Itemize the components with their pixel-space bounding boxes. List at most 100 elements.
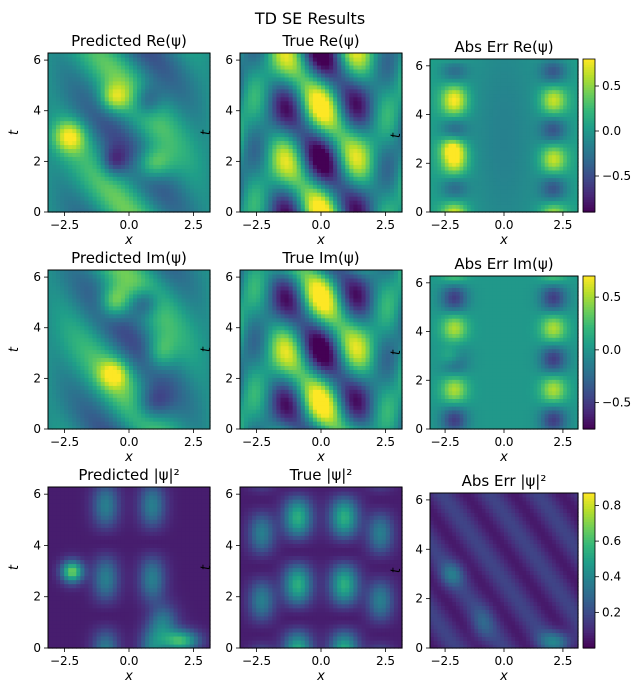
- true-re-cell: [288, 124, 294, 130]
- err-re-cell: [570, 208, 575, 213]
- err-re-cell: [430, 146, 435, 152]
- pred-re-cell: [112, 76, 118, 82]
- err-re-cell: [552, 112, 557, 117]
- true-re-cell: [296, 172, 302, 177]
- pred-re-cell: [52, 136, 57, 142]
- pred-re-cell: [72, 148, 77, 153]
- err-re-cell: [437, 189, 442, 194]
- err-re-cell: [485, 150, 490, 156]
- true-re-cell: [365, 180, 371, 185]
- true-re-cell: [341, 184, 346, 189]
- true-re-cell: [397, 56, 403, 62]
- true-re-cell: [248, 100, 253, 106]
- err-re-cell: [537, 70, 542, 75]
- err-re-cell: [489, 120, 494, 125]
- true-re-cell: [300, 56, 306, 62]
- pred-re-cell: [92, 88, 98, 94]
- pred-re-ytick-label: 4: [33, 104, 41, 118]
- err-re-cell: [489, 74, 494, 79]
- pred-re-cell: [84, 108, 90, 114]
- pred-re-cell: [124, 136, 130, 142]
- err-re-cell: [430, 59, 435, 64]
- true-re-cell: [268, 108, 273, 114]
- true-re-cell: [393, 96, 399, 102]
- true-re-cell: [333, 188, 338, 193]
- pred-re-cell: [145, 88, 150, 94]
- err-re-cell: [467, 192, 472, 198]
- pred-re-cell: [84, 160, 90, 165]
- true-re-cell: [292, 88, 298, 94]
- pred-re-cell: [157, 128, 162, 134]
- pred-im-cell: [48, 425, 53, 430]
- err-re-cell: [478, 120, 483, 125]
- pred-re-cell: [153, 192, 158, 197]
- err-re-cell: [489, 108, 494, 114]
- true-re-cell: [389, 56, 395, 62]
- true-re-cell: [353, 124, 359, 130]
- err-re-cell: [496, 127, 501, 133]
- err-re-colorbar-step: [583, 145, 595, 149]
- pred-re-cell: [137, 108, 142, 114]
- err-re-cell: [566, 135, 572, 140]
- pred-re-cell: [161, 100, 167, 106]
- pred-re-cell: [120, 188, 126, 193]
- err-re-cell: [496, 81, 501, 87]
- pred-re-cell: [149, 120, 154, 126]
- true-re-cell: [345, 188, 350, 193]
- true-re-cell: [308, 160, 314, 165]
- true-re-cell: [284, 53, 290, 58]
- true-re-cell: [349, 144, 354, 150]
- true-re-cell: [240, 204, 245, 209]
- pred-re-cell: [96, 136, 102, 142]
- true-re-cell: [288, 96, 294, 102]
- err-re-cell: [570, 93, 575, 98]
- err-re-cell: [481, 101, 487, 106]
- err-re-cell: [555, 154, 561, 160]
- pred-re-cell: [145, 152, 150, 157]
- true-re-cell: [397, 156, 403, 161]
- err-re-cell: [496, 101, 501, 106]
- err-re-cell: [526, 150, 531, 156]
- true-re-cell: [240, 108, 245, 114]
- err-re-cell: [467, 116, 472, 121]
- err-re-cell: [522, 162, 527, 167]
- err-re-cell: [478, 143, 483, 148]
- true-re-cell: [300, 176, 306, 181]
- pred-re-cell: [161, 140, 167, 146]
- pred-re-cell: [161, 148, 167, 153]
- true-re-cell: [252, 140, 257, 146]
- true-re-cell: [292, 132, 298, 138]
- pred-re-cell: [116, 80, 122, 86]
- pred-re-cell: [177, 88, 183, 94]
- pred-re-cell: [129, 196, 134, 201]
- pred-re-cell: [161, 84, 167, 90]
- err-re-cell: [481, 78, 487, 83]
- err-re-cell: [570, 97, 575, 102]
- pred-re-cell: [173, 140, 179, 146]
- true-re-cell: [304, 76, 310, 82]
- true-re-cell: [264, 184, 269, 189]
- true-re-cell: [260, 136, 265, 142]
- true-re-cell: [316, 132, 322, 138]
- true-re-cell: [329, 108, 334, 114]
- err-re-cell: [496, 112, 501, 117]
- pred-re-cell: [92, 53, 98, 58]
- pred-re-cell: [116, 108, 122, 114]
- true-re-cell: [377, 84, 383, 90]
- pred-re-cell: [92, 120, 98, 126]
- err-re-colorbar-step: [583, 112, 595, 116]
- true-re-cell: [373, 108, 379, 114]
- pred-re-cell: [48, 156, 53, 161]
- true-re-cell: [280, 184, 286, 189]
- err-re-cell: [459, 192, 464, 198]
- err-re-cell: [474, 200, 479, 205]
- err-re-cell: [537, 192, 542, 198]
- pred-re-cell: [96, 188, 102, 193]
- err-re-cell: [433, 59, 438, 64]
- true-re-cell: [248, 152, 253, 157]
- err-re-cell: [544, 116, 549, 121]
- true-re-cell: [361, 160, 367, 165]
- pred-re-cell: [52, 196, 57, 201]
- err-re-cell: [433, 116, 438, 121]
